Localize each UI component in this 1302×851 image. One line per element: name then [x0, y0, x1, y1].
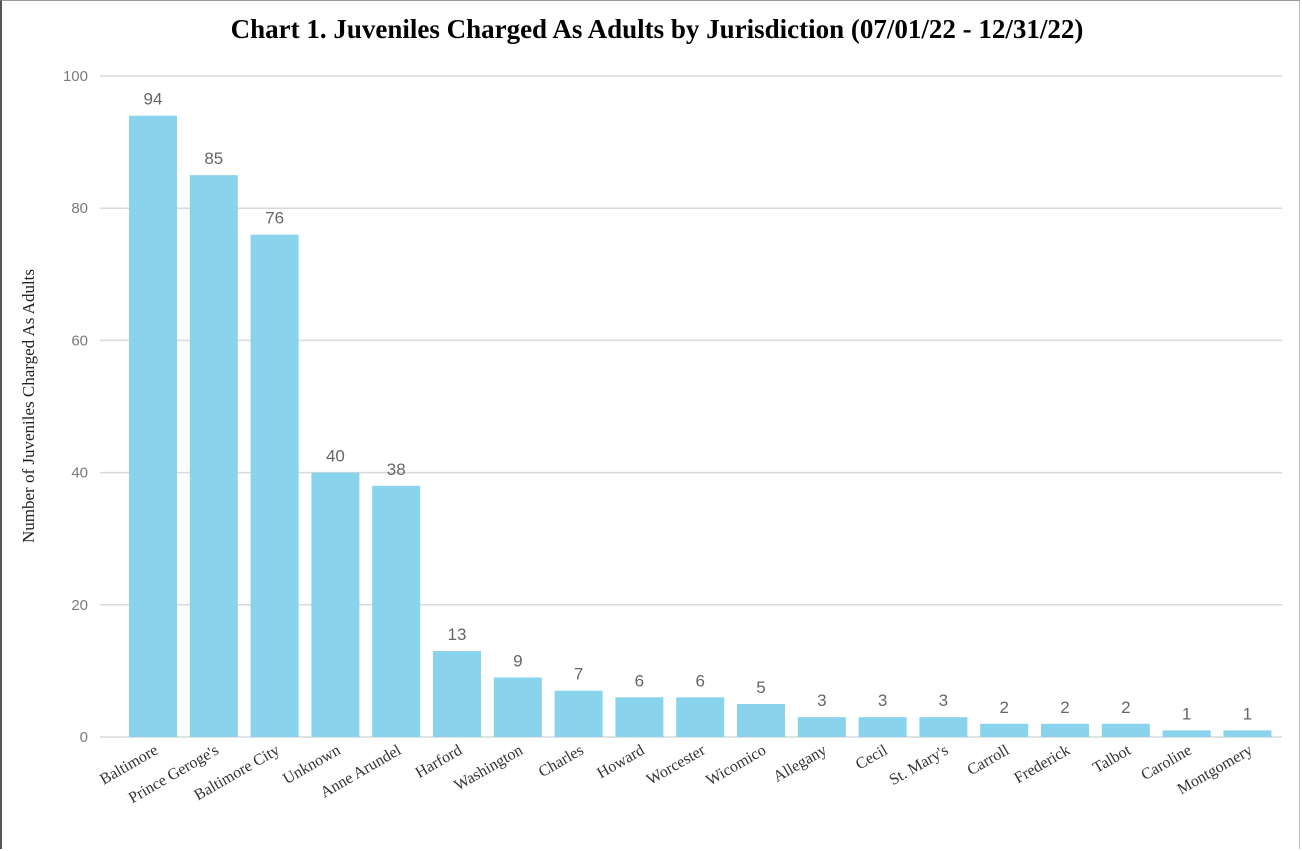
bar — [372, 485, 421, 737]
data-label: 85 — [204, 149, 223, 168]
bar — [129, 115, 177, 737]
x-tick-label: Worcester — [644, 741, 709, 788]
bar — [433, 651, 481, 737]
y-axis-label: Number of Juveniles Charged As Adults — [19, 269, 38, 543]
y-tick-label: 60 — [71, 332, 88, 349]
data-label: 5 — [756, 678, 765, 697]
y-tick-label: 0 — [80, 729, 88, 746]
bar — [980, 723, 1029, 737]
data-label: 9 — [513, 652, 522, 671]
data-label: 3 — [878, 691, 887, 710]
y-tick-label: 80 — [71, 200, 88, 217]
data-label: 3 — [939, 691, 948, 710]
bar — [858, 717, 907, 737]
data-label: 2 — [1121, 698, 1130, 717]
bar — [1101, 723, 1150, 737]
data-label: 6 — [695, 671, 704, 690]
bar — [737, 703, 785, 737]
data-label: 94 — [144, 90, 163, 109]
bar — [1162, 730, 1211, 737]
x-tick-label: Frederick — [1011, 742, 1073, 787]
bar — [250, 234, 299, 737]
chart-title: Chart 1. Juveniles Charged As Adults by … — [231, 14, 1084, 44]
x-tick-label: Wicomico — [703, 742, 769, 790]
bar — [311, 472, 360, 737]
bar — [554, 690, 603, 737]
x-tick-label: Carroll — [964, 741, 1012, 779]
bar — [797, 717, 846, 737]
bar — [493, 677, 542, 737]
bars — [129, 115, 1272, 737]
data-label: 2 — [999, 698, 1008, 717]
data-label: 1 — [1182, 704, 1191, 723]
bar — [919, 717, 968, 737]
bar — [1041, 723, 1089, 737]
data-label: 38 — [387, 460, 406, 479]
x-tick-label: St. Mary's — [887, 742, 952, 789]
x-tick-label: Allegany — [771, 742, 830, 786]
y-tick-label: 100 — [63, 68, 88, 85]
bar — [189, 175, 238, 737]
data-label: 76 — [265, 209, 284, 228]
data-label: 13 — [448, 625, 467, 644]
x-tick-label: Washington — [451, 742, 525, 795]
x-tick-label: Charles — [536, 742, 587, 781]
y-axis-ticks: 0 20 40 60 80 100 — [63, 68, 88, 746]
data-label: 3 — [817, 691, 826, 710]
data-label: 2 — [1060, 698, 1069, 717]
y-tick-label: 20 — [71, 597, 88, 614]
y-tick-label: 40 — [71, 465, 88, 482]
bar — [1223, 730, 1272, 737]
data-label: 1 — [1243, 704, 1252, 723]
data-label: 6 — [635, 671, 644, 690]
data-label: 7 — [574, 665, 583, 684]
x-tick-label: Howard — [594, 742, 647, 782]
data-label: 40 — [326, 447, 345, 466]
x-tick-label: Talbot — [1090, 741, 1134, 776]
bar — [615, 697, 664, 737]
x-tick-label: Cecil — [853, 741, 891, 773]
bar — [676, 697, 725, 737]
